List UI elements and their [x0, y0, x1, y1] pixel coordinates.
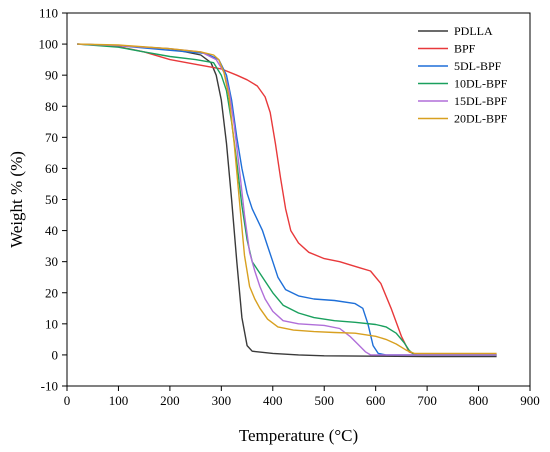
- y-tick-label: 90: [45, 68, 58, 83]
- series-line-pdlla: [77, 43, 497, 358]
- y-tick-label: 40: [45, 223, 58, 238]
- axis-tick-labels: 0 100 200 300 400 500 600 700 800 900 -10 0 10 20 30 40…: [39, 6, 540, 409]
- y-axis-title: Weight % (%): [7, 151, 26, 248]
- series-line-10dl-bpf: [77, 43, 497, 356]
- series-line-bpf: [77, 43, 497, 356]
- x-tick-label: 700: [417, 393, 437, 408]
- y-tick-label: 100: [39, 37, 59, 52]
- x-tick-label: 800: [469, 393, 489, 408]
- legend-label: BPF: [454, 42, 476, 56]
- x-tick-label: 100: [109, 393, 129, 408]
- x-tick-label: 400: [263, 393, 283, 408]
- legend-label: PDLLA: [454, 24, 493, 38]
- x-tick-label: 600: [366, 393, 386, 408]
- x-tick-label: 300: [212, 393, 232, 408]
- legend-label: 10DL-BPF: [454, 77, 508, 91]
- x-axis-title: Temperature (°C): [239, 426, 358, 445]
- x-tick-label: 500: [314, 393, 334, 408]
- y-tick-label: 80: [45, 99, 58, 114]
- y-tick-label: 30: [45, 254, 58, 269]
- y-tick-label: 70: [45, 130, 58, 145]
- series-line-20dl-bpf: [77, 43, 497, 355]
- legend: PDLLA BPF 5DL-BPF 10DL-BPF 15DL-BPF 20DL-BPF: [418, 24, 508, 126]
- axis-ticks: [62, 12, 531, 391]
- x-tick-label: 900: [520, 393, 540, 408]
- y-tick-label: 110: [39, 6, 58, 21]
- legend-label: 5DL-BPF: [454, 59, 502, 73]
- series-line-15dl-bpf: [77, 43, 497, 356]
- y-tick-label: -10: [41, 379, 58, 394]
- y-tick-label: 10: [45, 316, 58, 331]
- series-lines: [77, 43, 497, 358]
- legend-label: 20DL-BPF: [454, 112, 508, 126]
- x-tick-label: 200: [160, 393, 180, 408]
- x-tick-label: 0: [64, 393, 71, 408]
- y-tick-label: 60: [45, 161, 58, 176]
- y-tick-label: 20: [45, 285, 58, 300]
- legend-label: 15DL-BPF: [454, 94, 508, 108]
- y-tick-label: 0: [52, 347, 59, 362]
- y-tick-label: 50: [45, 192, 58, 207]
- series-line-5dl-bpf: [77, 43, 497, 356]
